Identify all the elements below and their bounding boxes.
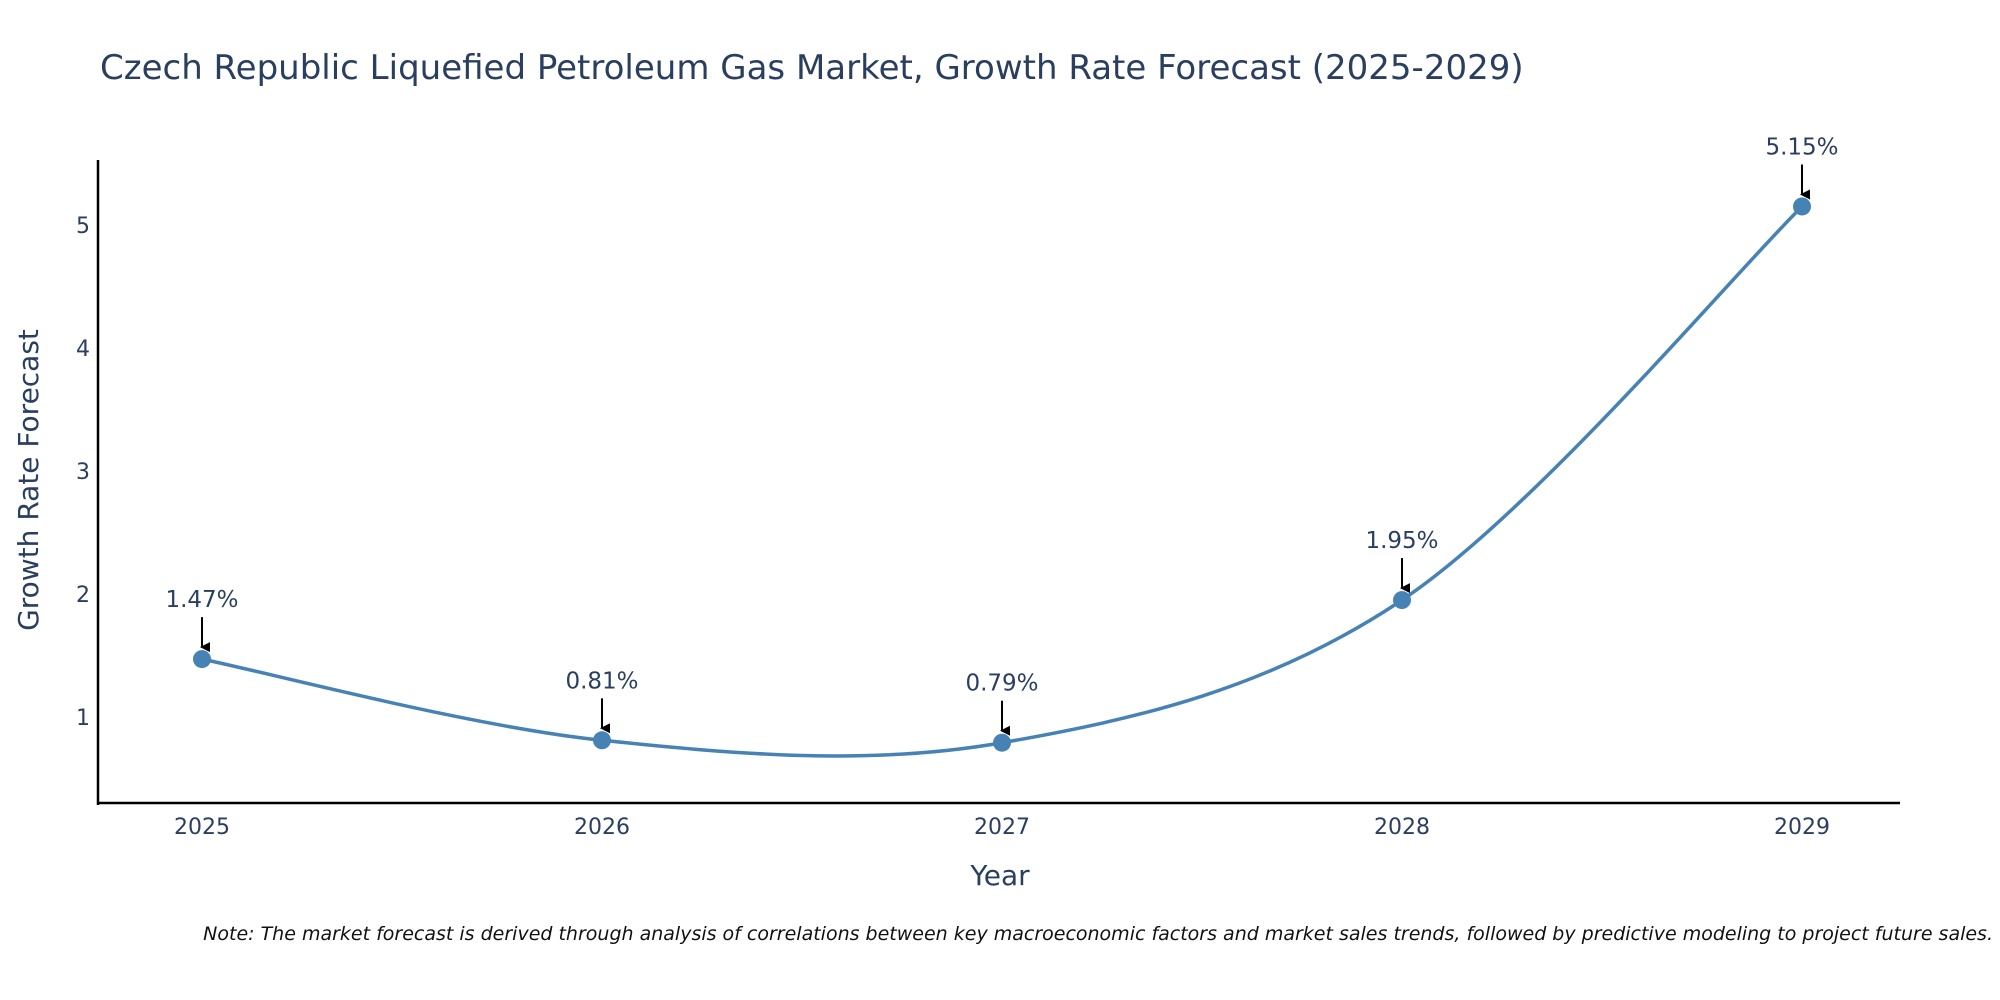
chart-title: Czech Republic Liquefied Petroleum Gas M… [100, 48, 1524, 88]
footnote: Note: The market forecast is derived thr… [203, 923, 1993, 945]
data-point-2029 [1793, 197, 1811, 216]
chart-axes [96, 160, 1900, 805]
data-point-2025 [193, 650, 211, 669]
y-axis-title: Growth Rate Forecast [12, 329, 45, 631]
data-label: 1.95% [1365, 528, 1438, 554]
x-tick-label: 2027 [974, 815, 1030, 840]
y-tick-label: 2 [76, 583, 90, 608]
data-point-2026 [593, 731, 611, 750]
data-label: 0.81% [565, 668, 638, 694]
series-line [201, 205, 1804, 758]
y-tick-label: 4 [76, 337, 90, 362]
x-tick-label: 2026 [574, 815, 630, 840]
data-label: 1.47% [165, 587, 238, 613]
y-tick-label: 1 [76, 706, 90, 731]
data-point-2028 [1393, 591, 1411, 610]
data-label: 0.79% [965, 671, 1038, 697]
data-label: 5.15% [1765, 134, 1838, 160]
y-tick-label: 5 [76, 214, 90, 239]
y-tick-labels: 1 2 3 4 5 [76, 214, 90, 731]
x-tick-label: 2025 [174, 815, 230, 840]
series-markers [193, 197, 1811, 752]
x-axis-title: Year [969, 859, 1030, 892]
data-annotations: 1.47% 0.81% 0.79% 1.95% 5.15% [165, 134, 1839, 736]
x-tick-label: 2029 [1774, 815, 1830, 840]
x-tick-labels: 2025 2026 2027 2028 2029 [174, 815, 1830, 840]
data-point-2027 [993, 733, 1011, 752]
x-tick-label: 2028 [1374, 815, 1430, 840]
y-tick-label: 3 [76, 460, 90, 485]
